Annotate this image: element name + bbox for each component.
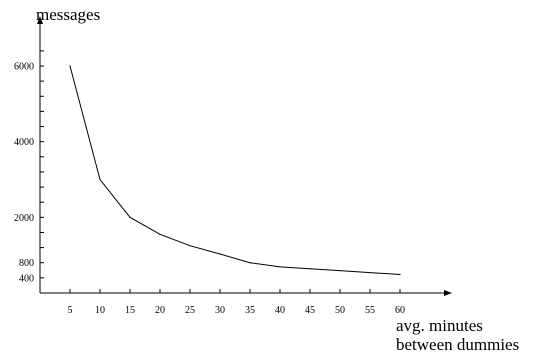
x-tick-label: 35	[245, 305, 255, 316]
x-tick-label: 25	[185, 305, 195, 316]
data-point	[69, 65, 71, 67]
data-point	[399, 273, 401, 276]
x-tick-label: 55	[365, 305, 375, 316]
x-axis-label-line-1: avg. minutes	[396, 316, 483, 335]
x-tick-label: 20	[155, 305, 165, 316]
y-axis-arrow	[37, 16, 43, 24]
data-point	[279, 266, 281, 268]
data-point	[189, 245, 191, 247]
series-line	[69, 65, 401, 275]
x-tick-label: 30	[215, 305, 225, 316]
x-tick-label: 60	[395, 305, 405, 316]
x-axis	[40, 290, 452, 296]
y-tick-label: 6000	[14, 62, 34, 73]
x-ticks: 5 10 15 20 25 30 35 40 45 50 55 60	[68, 289, 405, 316]
data-point	[249, 262, 251, 264]
y-axis-label: messages	[36, 5, 100, 24]
x-tick-label: 40	[275, 305, 285, 316]
y-tick-label: 4000	[14, 137, 34, 148]
y-ticks: 400 800 2000 4000 6000	[14, 50, 44, 284]
data-point	[219, 253, 221, 255]
data-point	[129, 216, 131, 218]
series-group	[69, 65, 401, 276]
y-tick-label: 400	[19, 273, 34, 284]
x-tick-label: 5	[68, 305, 73, 316]
x-tick-label: 45	[305, 305, 315, 316]
data-point	[339, 270, 341, 272]
y-tick-label: 2000	[14, 213, 34, 224]
y-axis	[37, 16, 43, 293]
data-point	[369, 271, 371, 274]
data-point	[159, 233, 161, 235]
x-axis-arrow	[444, 290, 452, 296]
x-tick-label: 15	[125, 305, 135, 316]
x-tick-label: 50	[335, 305, 345, 316]
data-point	[309, 268, 311, 270]
x-tick-label: 10	[95, 305, 105, 316]
x-axis-label-line-2: between dummies	[396, 335, 519, 354]
y-tick-label: 800	[19, 258, 34, 269]
data-point	[99, 178, 101, 181]
